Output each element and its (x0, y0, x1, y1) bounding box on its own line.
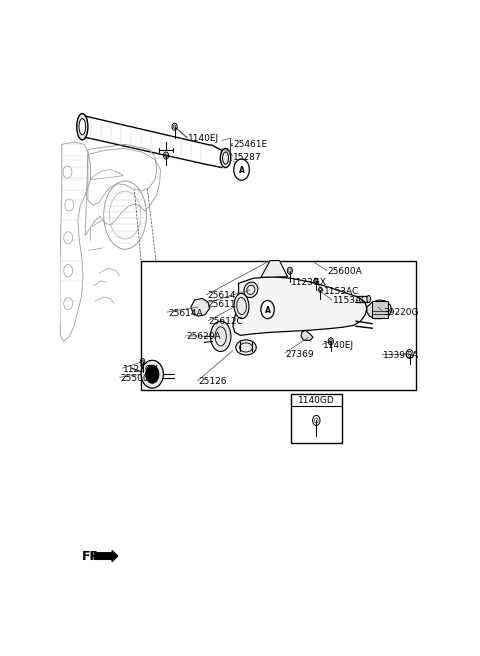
Text: 25611: 25611 (207, 300, 236, 308)
Text: A: A (239, 166, 244, 175)
Text: 1153AC: 1153AC (333, 297, 368, 306)
Text: 25614A: 25614A (168, 308, 203, 318)
Text: 1140GD: 1140GD (298, 396, 334, 405)
Text: 25500A: 25500A (120, 374, 155, 382)
Ellipse shape (141, 360, 163, 388)
Ellipse shape (236, 340, 256, 355)
Text: FR.: FR. (82, 550, 105, 563)
Ellipse shape (234, 293, 249, 319)
Text: 1140EJ: 1140EJ (323, 341, 354, 350)
Ellipse shape (244, 282, 258, 298)
Polygon shape (367, 300, 392, 319)
Ellipse shape (79, 119, 85, 134)
Text: 25614: 25614 (207, 291, 235, 300)
Polygon shape (233, 277, 367, 335)
Bar (141, 260, 416, 390)
Text: 1123GX: 1123GX (123, 365, 159, 374)
Text: 25620A: 25620A (186, 333, 221, 341)
FancyArrow shape (94, 550, 118, 562)
Text: 1140EJ: 1140EJ (188, 134, 219, 143)
Ellipse shape (77, 113, 88, 140)
Text: 27369: 27369 (286, 350, 314, 359)
Ellipse shape (220, 148, 231, 168)
Text: A: A (264, 306, 271, 315)
Bar (372, 301, 388, 318)
Text: 1153AC: 1153AC (324, 287, 360, 297)
Text: 15287: 15287 (233, 152, 262, 161)
Text: 25612C: 25612C (209, 318, 243, 326)
Bar (290, 394, 342, 443)
Polygon shape (261, 260, 288, 277)
Text: 25461E: 25461E (233, 140, 267, 149)
Circle shape (145, 365, 159, 383)
Polygon shape (301, 330, 313, 340)
Text: 1123GX: 1123GX (291, 277, 327, 287)
Ellipse shape (367, 295, 371, 302)
Text: 39220G: 39220G (384, 308, 419, 317)
Text: 25126: 25126 (198, 377, 227, 386)
Text: 25600A: 25600A (328, 267, 362, 276)
Polygon shape (191, 298, 210, 316)
Text: 1339GA: 1339GA (383, 351, 419, 360)
Ellipse shape (210, 321, 231, 352)
